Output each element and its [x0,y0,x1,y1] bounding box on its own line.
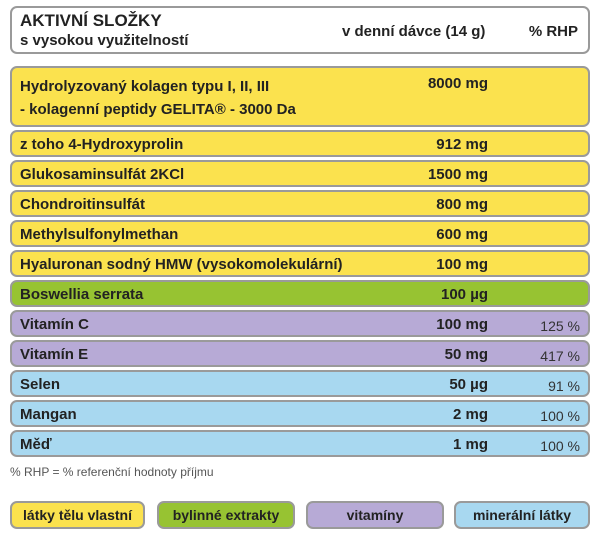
ingredient-name: Mangan [20,406,77,423]
category-legend: látky tělu vlastní bylinné extrakty vita… [10,501,590,529]
ingredients-table: Hydrolyzovaný kolagen typu I, II, III - … [10,66,590,460]
table-subtitle: s vysokou využitelností [20,32,189,49]
ingredient-dose: 50 mg [444,346,488,363]
ingredient-name: z toho 4-Hydroxyprolin [20,136,184,153]
rhp-column-header: % RHP [528,23,578,40]
legend-vitamins: vitamíny [306,501,444,529]
table-header: AKTIVNÍ SLOŽKY s vysokou využitelností v… [10,6,590,54]
ingredient-rhp: 100 % [540,438,580,454]
table-row: Vitamín E 50 mg 417 % [10,340,590,367]
ingredient-name: Vitamín E [20,346,89,363]
table-title: AKTIVNÍ SLOŽKY [20,11,162,30]
ingredient-rhp: 125 % [540,318,580,334]
dose-column-header: v denní dávce (14 g) [342,23,486,40]
rhp-footnote: % RHP = % referenční hodnoty příjmu [10,465,214,479]
ingredient-name: Glukosaminsulfát 2KCl [20,166,185,183]
ingredient-name: Chondroitinsulfát [20,196,145,213]
table-row: Hydrolyzovaný kolagen typu I, II, III - … [10,66,590,127]
ingredient-name: Hyaluronan sodný HMW (vysokomolekulární) [20,256,343,273]
ingredient-name: Měď [20,436,52,453]
ingredient-dose: 800 mg [436,196,488,213]
table-row: Hyaluronan sodný HMW (vysokomolekulární)… [10,250,590,277]
ingredient-rhp: 91 % [548,378,580,394]
table-row: Glukosaminsulfát 2KCl 1500 mg [10,160,590,187]
ingredient-dose: 50 µg [449,376,488,393]
table-row: Měď 1 mg 100 % [10,430,590,457]
ingredient-name: Boswellia serrata [20,286,144,303]
ingredient-name: Methylsulfonylmethan [20,226,179,243]
ingredient-dose: 8000 mg [427,75,488,92]
ingredient-name: Vitamín C [20,316,89,333]
ingredient-dose: 100 mg [436,316,488,333]
table-row: Selen 50 µg 91 % [10,370,590,397]
ingredient-rhp: 100 % [540,408,580,424]
ingredient-dose: 100 mg [436,256,488,273]
ingredient-name: Hydrolyzovaný kolagen typu I, II, III - … [20,78,296,118]
ingredient-dose: 600 mg [436,226,488,243]
table-row: Methylsulfonylmethan 600 mg [10,220,590,247]
ingredient-dose: 2 mg [452,406,488,423]
ingredient-dose: 1500 mg [427,166,488,183]
ingredient-dose: 912 mg [436,136,488,153]
ingredient-rhp: 417 % [540,348,580,364]
ingredient-name: Selen [20,376,61,393]
ingredient-dose: 100 µg [441,286,488,303]
legend-herbal-extracts: bylinné extrakty [157,501,295,529]
table-row: z toho 4-Hydroxyprolin 912 mg [10,130,590,157]
legend-minerals: minerální látky [454,501,590,529]
table-row: Vitamín C 100 mg 125 % [10,310,590,337]
table-row: Chondroitinsulfát 800 mg [10,190,590,217]
legend-body-substances: látky tělu vlastní [10,501,145,529]
table-row: Mangan 2 mg 100 % [10,400,590,427]
table-row: Boswellia serrata 100 µg [10,280,590,307]
ingredient-dose: 1 mg [452,436,488,453]
